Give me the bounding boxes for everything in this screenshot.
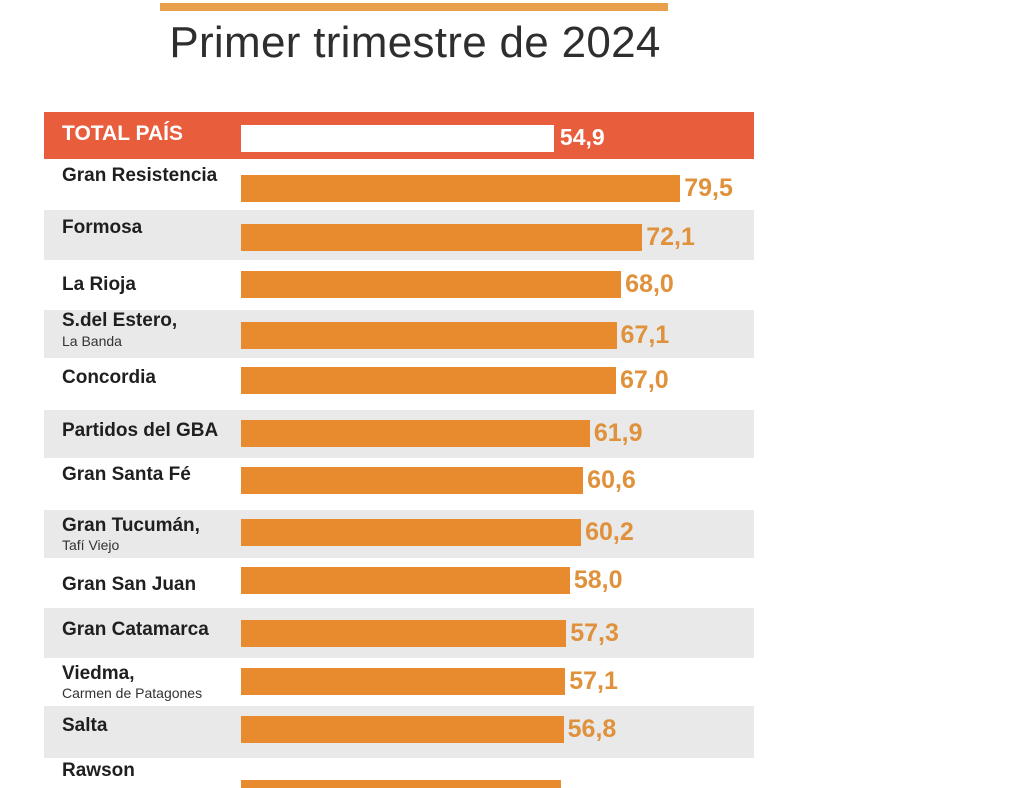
- data-label: 68,0: [625, 270, 674, 298]
- bar: [241, 420, 590, 447]
- total-value: 54,9: [559, 124, 605, 150]
- chart-row: Formosa 72,1: [44, 210, 754, 260]
- category-label: S.del Estero,: [62, 310, 178, 331]
- data-label: 67,1: [620, 321, 670, 349]
- bar: [241, 467, 584, 494]
- bar: [241, 668, 566, 695]
- category-label: Gran Resistencia: [62, 165, 218, 186]
- chart-row: Salta 56,8: [44, 706, 754, 758]
- bar: [241, 322, 617, 349]
- category-label: Gran San Juan: [62, 574, 197, 595]
- chart-title: Primer trimestre de 2024: [169, 18, 661, 67]
- category-label: Gran Santa Fé: [62, 464, 191, 485]
- chart-row: Rawson: [44, 758, 754, 788]
- category-label: Gran Catamarca: [62, 619, 209, 640]
- bar: [241, 519, 582, 546]
- data-label: 67,0: [620, 366, 669, 394]
- chart-row: Partidos del GBA 61,9: [44, 410, 754, 458]
- chart-row: Gran San Juan 58,0: [44, 558, 754, 608]
- category-label: Salta: [62, 715, 108, 736]
- data-label: 58,0: [573, 566, 623, 594]
- category-label: Concordia: [62, 367, 156, 388]
- data-label: 57,3: [570, 619, 619, 647]
- chart-row: Gran Santa Fé 60,6: [44, 458, 754, 510]
- chart-row: Viedma, Carmen de Patagones 57,1: [44, 658, 754, 706]
- bar: [241, 780, 561, 788]
- category-label: Rawson: [62, 760, 135, 781]
- bar: [241, 175, 681, 202]
- data-label: 60,2: [585, 518, 634, 546]
- bar: [241, 367, 617, 394]
- category-label: Partidos del GBA: [62, 420, 219, 441]
- chart-row: Gran Resistencia 79,5: [44, 158, 754, 210]
- category-label: Formosa: [62, 217, 143, 238]
- bar: [241, 716, 564, 743]
- bar: [241, 620, 567, 647]
- data-label: 56,8: [567, 715, 617, 743]
- category-label: Gran Tucumán,: [62, 515, 200, 536]
- category-sublabel: La Banda: [62, 333, 122, 349]
- data-label: 79,5: [684, 174, 733, 202]
- chart-row: Concordia 67,0: [44, 358, 754, 410]
- category-label: Viedma,: [62, 663, 135, 684]
- bar: [241, 224, 643, 251]
- bar: [241, 271, 622, 298]
- category-sublabel: Tafí Viejo: [62, 537, 120, 553]
- chart-row: Gran Tucumán, Tafí Viejo 60,2: [44, 510, 754, 558]
- data-label: 72,1: [646, 223, 695, 251]
- data-label: 57,1: [569, 667, 618, 695]
- bar: [241, 567, 570, 594]
- chart-row: Gran Catamarca 57,3: [44, 608, 754, 658]
- data-label: 61,9: [593, 419, 643, 447]
- category-label: La Rioja: [62, 274, 136, 295]
- total-bar: [241, 125, 554, 152]
- total-label: TOTAL PAÍS: [62, 122, 183, 145]
- data-label: 60,6: [587, 466, 636, 494]
- chart-row: S.del Estero, La Banda 67,1: [44, 310, 754, 358]
- category-sublabel: Carmen de Patagones: [62, 685, 203, 701]
- chart-row: La Rioja 68,0: [44, 260, 754, 310]
- top-rule: [160, 3, 668, 11]
- total-row: TOTAL PAÍS 54,9: [44, 112, 754, 159]
